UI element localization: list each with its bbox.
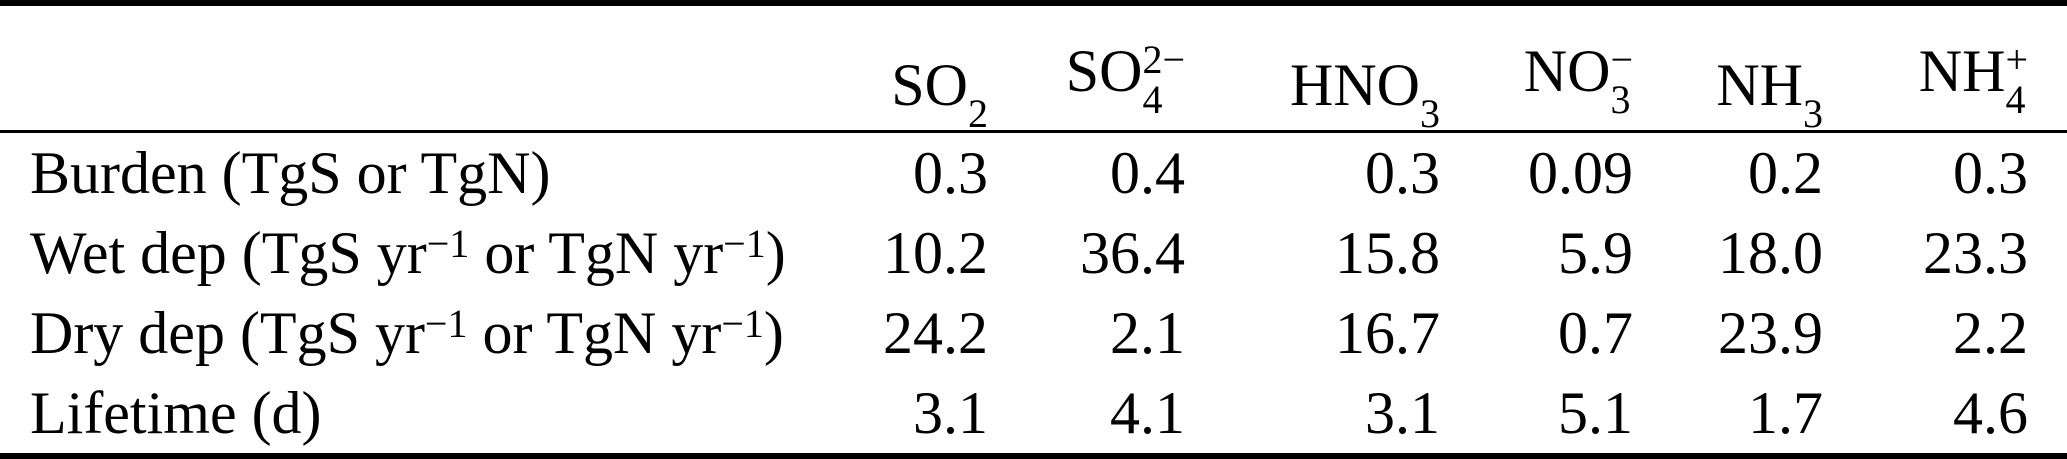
column-header-nh3: NH3 [1633, 3, 1823, 134]
header-base: SO [891, 52, 968, 118]
row-label-text: ) [763, 299, 784, 366]
table-cell: 0.2 [1748, 139, 1823, 206]
table-cell: 10.2 [883, 219, 988, 286]
column-header-so2: SO2 [820, 3, 988, 134]
header-superscript: + [2005, 37, 2028, 82]
table-cell: 0.3 [1953, 139, 2028, 206]
table-row-lifetime: Lifetime (d) 3.1 4.1 3.1 5.1 1.7 4.6 [0, 373, 2067, 459]
row-label-superscript: −1 [424, 300, 468, 346]
row-label-text: or TgN yr [469, 219, 724, 286]
table-cell: 5.9 [1558, 219, 1633, 286]
table-row-burden: Burden (TgS or TgN) 0.3 0.4 0.3 0.09 0.2… [0, 132, 2067, 214]
header-subscript: 3 [1420, 91, 1440, 136]
corner-cell [0, 3, 820, 133]
row-label-text: ) [765, 219, 786, 286]
table-cell: 4.6 [1823, 373, 2067, 459]
header-base: HNO [1290, 52, 1420, 118]
row-label-superscript: −1 [426, 220, 470, 266]
row-label-text: Burden (TgS or TgN) [30, 139, 551, 206]
table-cell: 15.8 [1335, 219, 1440, 286]
header-subscript: 3 [1610, 77, 1631, 122]
header-base: NO [1523, 38, 1611, 104]
column-header-no3: NO −3 [1440, 3, 1633, 133]
row-label-text: or TgN yr [467, 299, 722, 366]
header-base: NH [1918, 38, 2006, 104]
header-subscript: 4 [1142, 77, 1163, 122]
table-cell: 23.3 [1923, 219, 2028, 286]
row-label-superscript: −1 [721, 300, 764, 346]
table-cell: 0.7 [1558, 299, 1633, 366]
row-label-text: Lifetime (d) [30, 379, 322, 446]
row-label-wet-dep: Wet dep (TgS yr−1 or TgN yr−1) [0, 213, 820, 293]
table-cell: 2.2 [1953, 299, 2028, 366]
row-label-text: Dry dep (TgS yr [30, 299, 425, 366]
header-sup-sub-stack: −3 [1610, 40, 1633, 120]
header-superscript: 2− [1142, 37, 1185, 82]
row-label-text: Wet dep (TgS yr [30, 219, 427, 286]
table-cell: 4.1 [988, 373, 1185, 459]
table-row-dry-dep: Dry dep (TgS yr−1 or TgN yr−1) 24.2 2.1 … [0, 293, 2067, 373]
header-superscript: − [1610, 37, 1633, 82]
header-subscript: 2 [968, 91, 988, 136]
table-cell: 3.1 [1185, 373, 1440, 459]
header-sup-sub-stack: +4 [2005, 40, 2028, 120]
table-cell: 36.4 [1080, 219, 1185, 286]
table-cell: 3.1 [820, 373, 988, 459]
row-label-burden: Burden (TgS or TgN) [0, 132, 820, 214]
table-cell: 18.0 [1718, 219, 1823, 286]
header-base: NH [1716, 52, 1803, 118]
column-header-nh4: NH +4 [1823, 3, 2067, 133]
header-subscript: 4 [2005, 77, 2026, 122]
table-cell: 1.7 [1633, 373, 1823, 459]
row-label-lifetime: Lifetime (d) [0, 373, 820, 459]
table-cell: 16.7 [1335, 299, 1440, 366]
header-row: SO2 SO 2− 4 HNO3 NO −3 NH3 NH +4 [0, 3, 2067, 134]
column-header-hno3: HNO3 [1185, 3, 1440, 134]
header-subscript: 3 [1803, 91, 1823, 136]
table-row-wet-dep: Wet dep (TgS yr−1 or TgN yr−1) 10.2 36.4… [0, 213, 2067, 293]
table-cell: 0.3 [913, 139, 988, 206]
table-cell: 24.2 [883, 299, 988, 366]
row-label-dry-dep: Dry dep (TgS yr−1 or TgN yr−1) [0, 293, 820, 373]
table-cell: 2.1 [1110, 299, 1185, 366]
table-cell: 0.3 [1365, 139, 1440, 206]
header-sup-sub-stack: 2− 4 [1142, 40, 1185, 120]
row-label-superscript: −1 [723, 220, 766, 266]
table-cell: 0.09 [1528, 139, 1633, 206]
column-header-so4: SO 2− 4 [988, 3, 1185, 133]
table-cell: 5.1 [1440, 373, 1633, 459]
table-cell: 0.4 [1110, 139, 1185, 206]
table-cell: 23.9 [1718, 299, 1823, 366]
header-base: SO [1065, 38, 1143, 104]
